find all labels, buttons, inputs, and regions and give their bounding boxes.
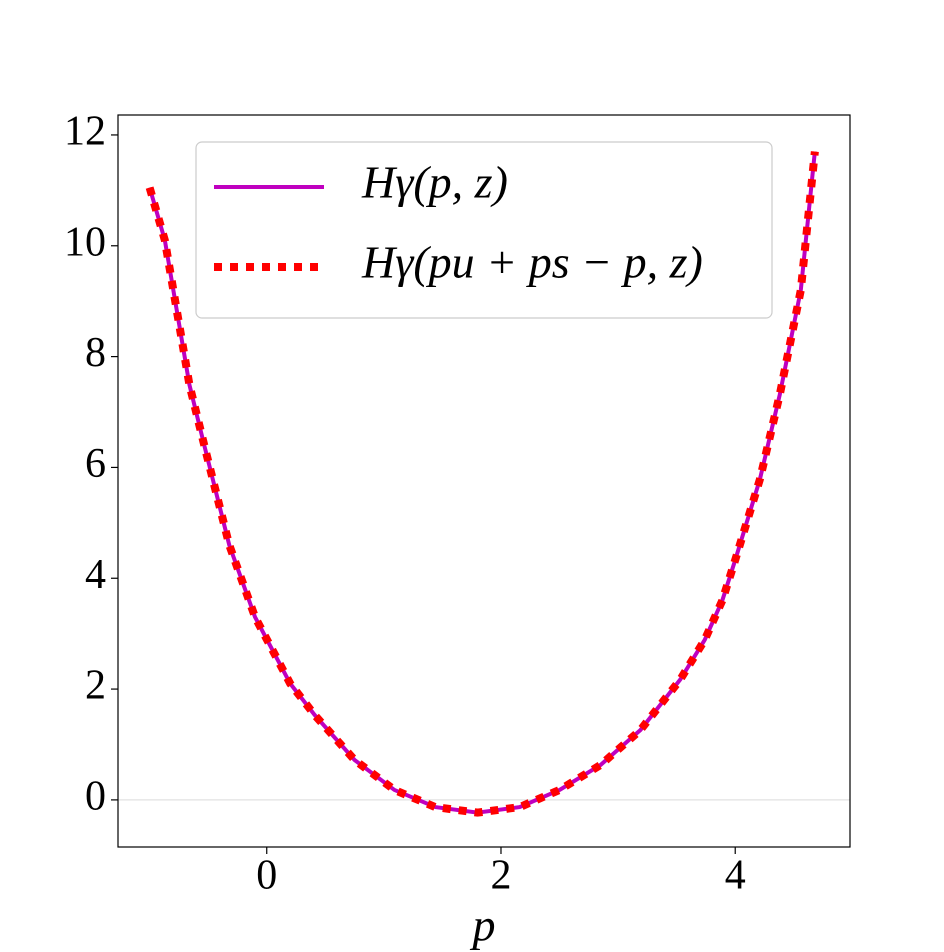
x-tick-label: 4 xyxy=(725,853,746,899)
plot-frame xyxy=(117,114,851,848)
legend-label: Hγ(p, z) xyxy=(361,157,508,208)
y-tick-label: 8 xyxy=(85,330,106,376)
y-tick-label: 10 xyxy=(64,219,106,265)
legend: Hγ(p, z) Hγ(pu + ps − p, z) xyxy=(195,141,773,319)
x-tick-label: 2 xyxy=(490,853,511,899)
y-tick-label: 6 xyxy=(85,441,106,487)
y-tick-label: 0 xyxy=(85,774,106,820)
legend-label: Hγ(pu + ps − p, z) xyxy=(361,237,703,288)
x-axis-label: p xyxy=(470,900,496,951)
legend-box xyxy=(195,141,773,319)
y-tick-label: 2 xyxy=(85,663,106,709)
x-tick-label: 0 xyxy=(256,853,277,899)
y-tick-label: 4 xyxy=(85,552,106,598)
y-tick-label: 12 xyxy=(64,109,106,155)
series-line xyxy=(145,151,819,817)
